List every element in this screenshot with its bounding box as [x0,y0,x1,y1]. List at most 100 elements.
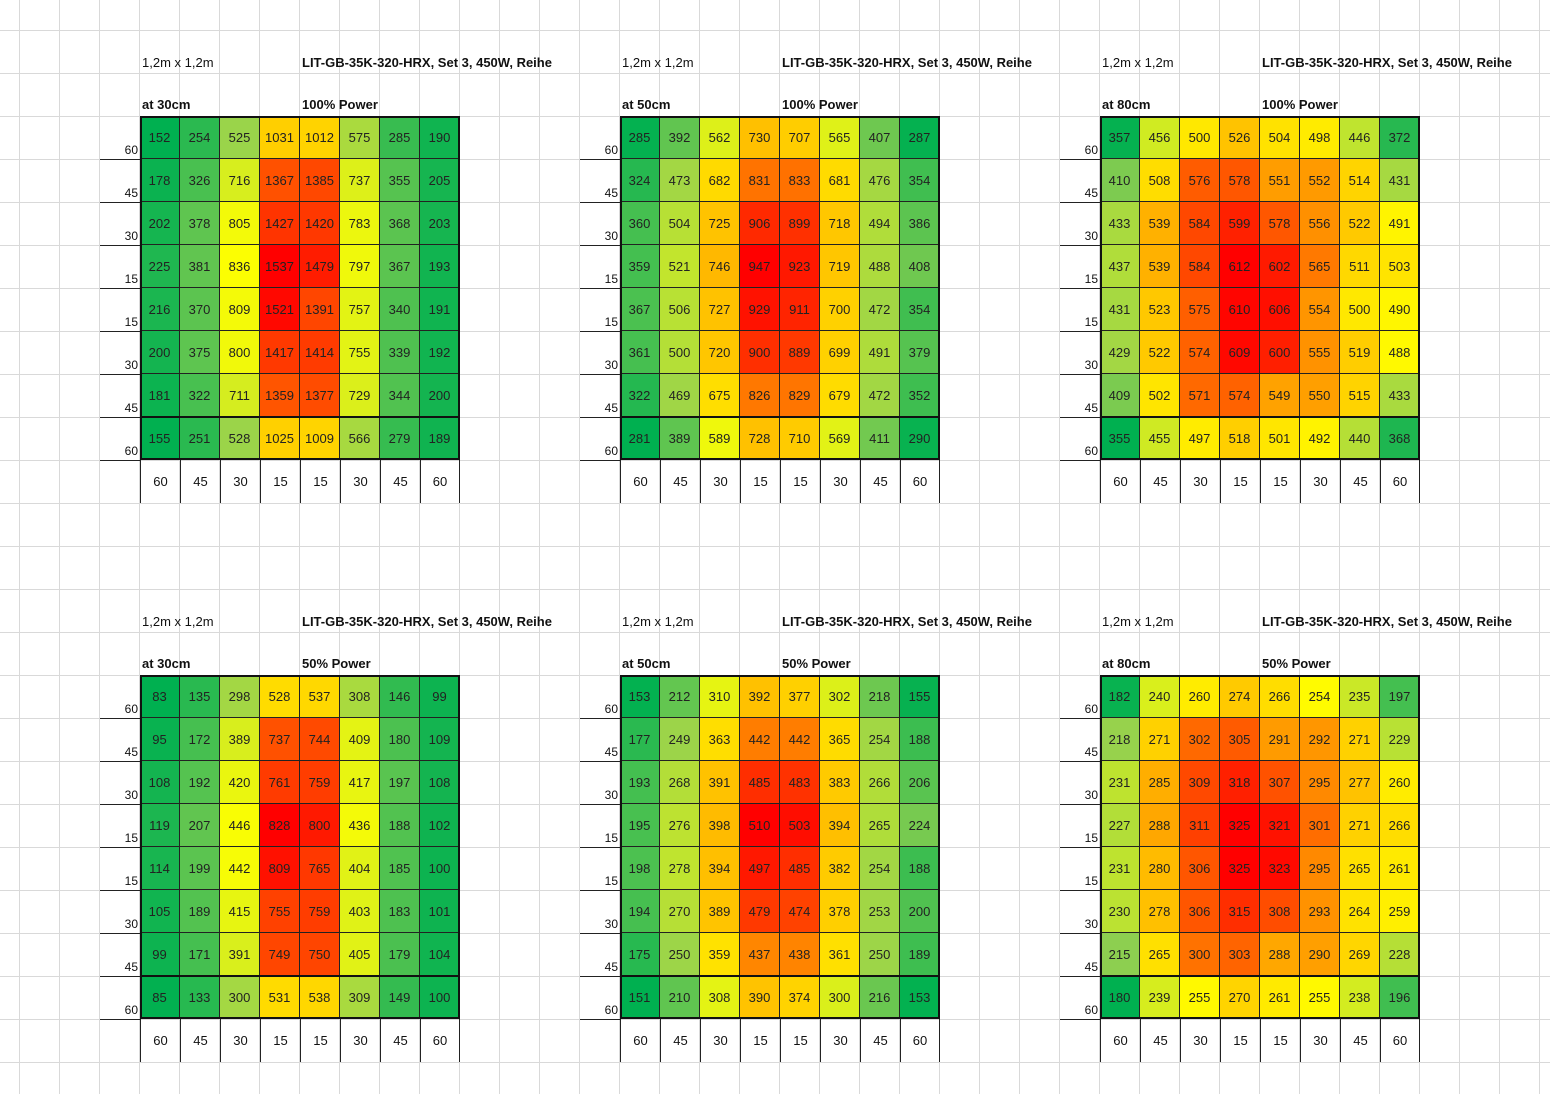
heatmap-cell: 576 [1180,159,1220,202]
x-axis-label: 45 [1140,460,1180,503]
heatmap-cell: 285 [1140,761,1180,804]
heatmap-cell: 405 [340,933,380,976]
heatmap-cell: 189 [420,417,460,460]
heatmap-cell: 108 [140,761,180,804]
heatmap-cell: 589 [700,417,740,460]
heatmap-cell: 682 [700,159,740,202]
heatmap-cell: 178 [140,159,180,202]
heatmap-cell: 749 [260,933,300,976]
heatmap-cell: 523 [1140,288,1180,331]
heatmap-cell: 254 [860,847,900,890]
heatmap-cell: 420 [220,761,260,804]
heatmap-cell: 525 [220,116,260,159]
heatmap-cell: 519 [1340,331,1380,374]
heatmap-cell: 259 [1380,890,1420,933]
heatmap-cell: 339 [380,331,420,374]
height-label: at 80cm [1102,97,1151,112]
x-axis-label: 15 [260,460,300,503]
heatmap-cell: 354 [900,159,940,202]
x-axis-label: 30 [700,1019,740,1062]
y-axis-tick [100,374,140,375]
heatmap-cell: 359 [700,933,740,976]
heatmap-cell: 308 [700,976,740,1019]
heatmap-cell: 309 [1180,761,1220,804]
chart-title: LIT-GB-35K-320-HRX, Set 3, 450W, Reihe [1262,614,1512,629]
chart-title: LIT-GB-35K-320-HRX, Set 3, 450W, Reihe [302,55,552,70]
heatmap-cell: 300 [1180,933,1220,976]
heatmap-cell: 578 [1260,202,1300,245]
heatmap-cell: 431 [1100,288,1140,331]
heatmap-cell: 309 [340,976,380,1019]
y-axis-label: 45 [1084,186,1098,200]
heatmap-cell: 829 [780,374,820,417]
power-label: 100% Power [1262,97,1338,112]
heatmap-cell: 574 [1220,374,1260,417]
y-axis-tick [100,718,140,719]
heatmap-cell: 500 [1340,288,1380,331]
heatmap-cell: 228 [1380,933,1420,976]
chart-title: LIT-GB-35K-320-HRX, Set 3, 450W, Reihe [782,55,1032,70]
heatmap-cell: 472 [860,374,900,417]
heatmap-cell: 555 [1300,331,1340,374]
heatmap-cell: 744 [300,718,340,761]
y-axis-label: 15 [1084,272,1098,286]
heatmap-cell: 378 [180,202,220,245]
y-axis-tick [580,202,620,203]
heatmap-cell: 295 [1300,847,1340,890]
heatmap-cell: 203 [420,202,460,245]
heatmap-cell: 155 [140,417,180,460]
heatmap-cell: 323 [1260,847,1300,890]
heatmap-cell: 216 [140,288,180,331]
y-axis-tick [580,761,620,762]
heatmap-cell: 238 [1340,976,1380,1019]
y-axis-label: 45 [124,745,138,759]
heatmap-cell: 361 [820,933,860,976]
heatmap-cell: 889 [780,331,820,374]
y-axis-label: 15 [1084,831,1098,845]
y-axis-label: 15 [124,874,138,888]
heatmap-grid: 357 456 500 526 504 498 446 372 410 508 576 578 551 5… [1100,116,1420,460]
heatmap-cell: 352 [900,374,940,417]
heatmap-cell: 710 [780,417,820,460]
heatmap-cell: 409 [1100,374,1140,417]
heatmap-cell: 390 [740,976,780,1019]
heatmap-cell: 433 [1380,374,1420,417]
heatmap-cell: 200 [140,331,180,374]
y-axis-label: 30 [1084,788,1098,802]
heatmap-cell: 261 [1380,847,1420,890]
heatmap-cell: 194 [620,890,660,933]
x-axis-label: 45 [380,460,420,503]
heatmap-cell: 340 [380,288,420,331]
heatmap-cell: 302 [820,675,860,718]
heatmap-cell: 431 [1380,159,1420,202]
heatmap-cell: 250 [860,933,900,976]
heatmap-cell: 476 [860,159,900,202]
heatmap-cell: 403 [340,890,380,933]
heatmap-cell: 571 [1180,374,1220,417]
heatmap-cell: 503 [1380,245,1420,288]
x-axis-label: 60 [620,460,660,503]
y-axis-tick [580,847,620,848]
heatmap-cell: 254 [180,116,220,159]
y-axis-tick [580,331,620,332]
heatmap-cell: 254 [860,718,900,761]
heatmap-cell: 1009 [300,417,340,460]
heatmap-cell: 354 [900,288,940,331]
heatmap-cell: 291 [1260,718,1300,761]
heatmap-cell: 537 [300,675,340,718]
x-axis-label: 15 [780,1019,820,1062]
heatmap-cell: 193 [420,245,460,288]
y-axis-label: 45 [124,960,138,974]
height-label: at 50cm [622,97,671,112]
heatmap-cell: 504 [1260,116,1300,159]
size-label: 1,2m x 1,2m [1102,614,1174,629]
heatmap-cell: 295 [1300,761,1340,804]
heatmap-cell: 363 [700,718,740,761]
x-axis: 60 45 30 15 15 30 45 60 [620,1019,940,1062]
y-axis-tick [100,847,140,848]
heatmap-cell: 189 [180,890,220,933]
height-label: at 30cm [142,97,191,112]
heatmap-cell: 191 [420,288,460,331]
heatmap-cell: 550 [1300,374,1340,417]
y-axis-tick [1060,202,1100,203]
